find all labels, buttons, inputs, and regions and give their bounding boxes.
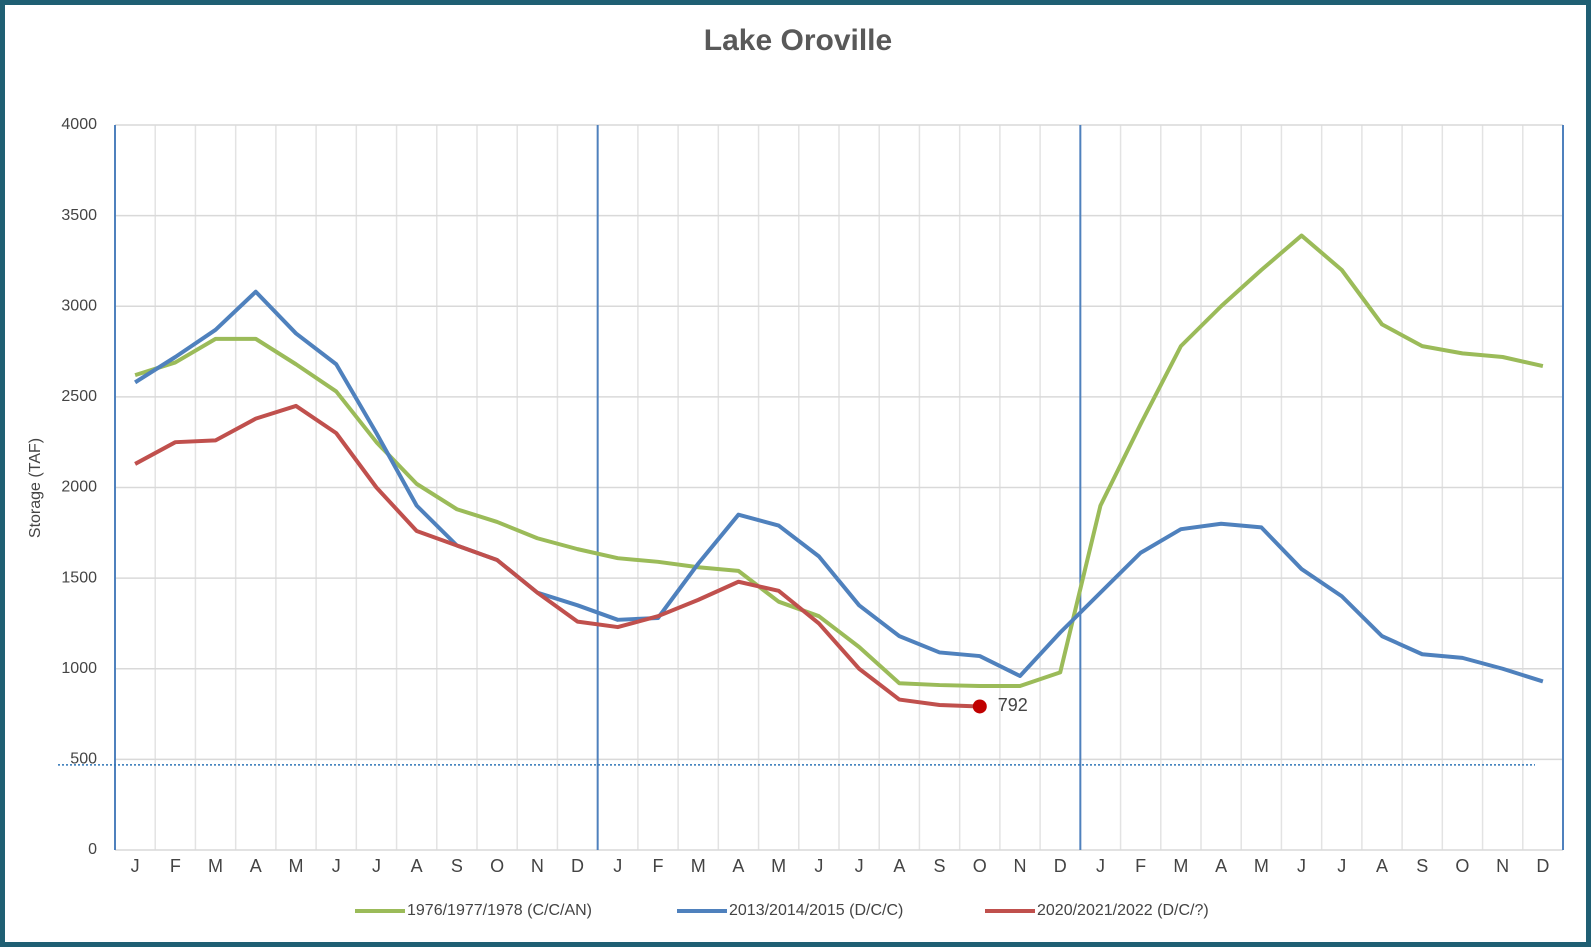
legend-label: 1976/1977/1978 (C/C/AN) <box>407 902 592 919</box>
x-tick-label: J <box>814 856 823 876</box>
x-tick-label: N <box>1014 856 1027 876</box>
y-tick-label: 2500 <box>61 388 97 405</box>
y-axis-label: Storage (TAF) <box>27 438 44 538</box>
x-tick-label: F <box>653 856 664 876</box>
series-line <box>134 233 1544 688</box>
y-tick-label: 1000 <box>61 660 97 677</box>
y-tick-label: 4000 <box>61 116 97 133</box>
x-tick-label: J <box>855 856 864 876</box>
x-tick-label: M <box>289 856 304 876</box>
x-tick-label: A <box>1376 856 1388 876</box>
x-tick-label: A <box>250 856 262 876</box>
x-tick-label: F <box>170 856 181 876</box>
legend-label: 2020/2021/2022 (D/C/?) <box>1037 902 1209 919</box>
y-tick-label: 3000 <box>61 297 97 314</box>
x-tick-label: F <box>1135 856 1146 876</box>
x-tick-label: S <box>1416 856 1428 876</box>
x-tick-label: S <box>934 856 946 876</box>
x-tick-label: J <box>1297 856 1306 876</box>
x-tick-label: M <box>1173 856 1188 876</box>
x-tick-label: O <box>973 856 987 876</box>
series-line <box>134 289 1544 684</box>
x-tick-label: A <box>1215 856 1227 876</box>
x-tick-label: J <box>131 856 140 876</box>
end-marker <box>972 699 987 714</box>
x-tick-label: D <box>1536 856 1549 876</box>
x-tick-label: J <box>1096 856 1105 876</box>
x-tick-label: M <box>691 856 706 876</box>
x-tick-label: A <box>893 856 905 876</box>
x-tick-label: O <box>490 856 504 876</box>
x-tick-label: J <box>332 856 341 876</box>
y-tick-label: 2000 <box>61 479 97 496</box>
x-tick-label: A <box>411 856 423 876</box>
x-tick-label: J <box>613 856 622 876</box>
y-tick-label: 0 <box>88 841 97 858</box>
x-tick-label: M <box>208 856 223 876</box>
data-label: 792 <box>998 695 1028 715</box>
x-tick-label: A <box>732 856 744 876</box>
x-tick-label: N <box>531 856 544 876</box>
x-tick-label: J <box>372 856 381 876</box>
y-tick-label: 500 <box>70 751 97 768</box>
x-tick-label: J <box>1337 856 1346 876</box>
legend-label: 2013/2014/2015 (D/C/C) <box>729 902 903 919</box>
series-line <box>134 403 980 709</box>
chart-title: Lake Oroville <box>704 24 892 57</box>
x-tick-label: M <box>771 856 786 876</box>
x-tick-label: D <box>571 856 584 876</box>
y-tick-label: 1500 <box>61 569 97 586</box>
x-tick-label: D <box>1054 856 1067 876</box>
x-tick-label: S <box>451 856 463 876</box>
y-tick-label: 3500 <box>61 207 97 224</box>
x-tick-label: N <box>1496 856 1509 876</box>
x-tick-label: M <box>1254 856 1269 876</box>
x-tick-label: O <box>1455 856 1469 876</box>
